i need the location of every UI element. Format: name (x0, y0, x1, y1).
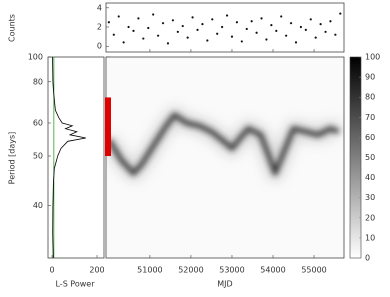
colorbar-tick-label: 80 (365, 93, 375, 102)
colorbar-tick-label: 0 (365, 254, 370, 263)
data-point (225, 14, 229, 17)
data-point (304, 28, 307, 32)
data-point (137, 17, 140, 20)
panel-frame (105, 2, 345, 53)
x-axis-label: MJD (217, 280, 232, 289)
data-point (142, 37, 145, 40)
data-point (132, 29, 135, 32)
data-point (299, 25, 303, 29)
data-point (181, 24, 184, 28)
data-point (275, 29, 278, 32)
data-point (166, 42, 170, 45)
colorbar-tick-label: 40 (365, 173, 375, 182)
data-point (285, 34, 288, 37)
data-point (240, 40, 243, 43)
data-point (176, 30, 179, 33)
data-point (289, 22, 293, 25)
data-point (196, 28, 199, 32)
colorbar-tick-label: 60 (365, 133, 375, 142)
x-tick-label: 51000 (137, 266, 162, 275)
data-point (221, 25, 224, 29)
colorbar-tick-label: 30 (365, 193, 375, 202)
heatmap-layer (106, 107, 342, 182)
y-axis-label: Period [days] (8, 132, 17, 185)
x-tick-label: 55000 (301, 266, 326, 275)
y-tick-label: 0 (97, 42, 102, 51)
colorbar-tick-label: 10 (365, 233, 375, 242)
data-point (117, 15, 120, 18)
data-point (206, 39, 209, 42)
colorbar-tick-label: 20 (365, 213, 375, 222)
x-tick-label: 53000 (219, 266, 244, 275)
y-tick-label: 50 (33, 152, 43, 161)
periodogram-line (52, 56, 86, 259)
data-point (255, 31, 258, 34)
data-point (211, 18, 214, 21)
y-tick-label: 100 (28, 53, 43, 62)
data-point (161, 22, 165, 25)
y-tick-label: 40 (33, 201, 43, 210)
data-point (250, 20, 253, 23)
data-point (245, 27, 248, 31)
data-point (314, 36, 317, 39)
data-point (294, 41, 298, 44)
data-point (309, 18, 312, 21)
y-tick-label: 60 (33, 119, 43, 128)
data-point (339, 12, 342, 15)
x-tick-label: 54000 (260, 266, 285, 275)
data-point (280, 15, 283, 18)
data-point (171, 19, 174, 22)
data-point (270, 23, 273, 27)
data-point (329, 20, 332, 23)
y-axis-label: Counts (8, 14, 17, 42)
data-point (216, 32, 219, 35)
data-point (265, 38, 268, 41)
data-point (107, 21, 110, 24)
colorbar-tick-label: 50 (365, 153, 375, 162)
panel-frame (105, 56, 345, 259)
data-point (122, 41, 125, 44)
panel-frame (47, 56, 105, 259)
colorbar-tick-label: 70 (365, 113, 375, 122)
data-point (127, 25, 130, 29)
power-ridge (106, 112, 340, 176)
highlight-band (105, 97, 111, 156)
x-tick-label: 52000 (178, 266, 203, 275)
data-point (324, 30, 327, 33)
data-point (319, 23, 322, 26)
x-tick-label: 200 (89, 266, 104, 275)
x-tick-label: 0 (50, 266, 55, 275)
x-axis-label: L-S Power (55, 280, 95, 289)
y-tick-label: 2 (97, 23, 102, 32)
colorbar-tick-label: 100 (365, 53, 380, 62)
data-point (147, 26, 150, 30)
data-point (260, 17, 263, 20)
y-tick-label: 4 (97, 3, 102, 12)
data-point (334, 33, 337, 36)
data-point (201, 23, 204, 26)
data-point (186, 36, 189, 39)
y-tick-label: 80 (33, 77, 43, 86)
colorbar-tick-label: 90 (365, 73, 375, 82)
data-point (235, 21, 238, 24)
data-point (112, 33, 115, 36)
data-point (157, 34, 160, 37)
data-point (152, 13, 155, 16)
data-point (191, 16, 194, 19)
data-point (230, 35, 234, 38)
